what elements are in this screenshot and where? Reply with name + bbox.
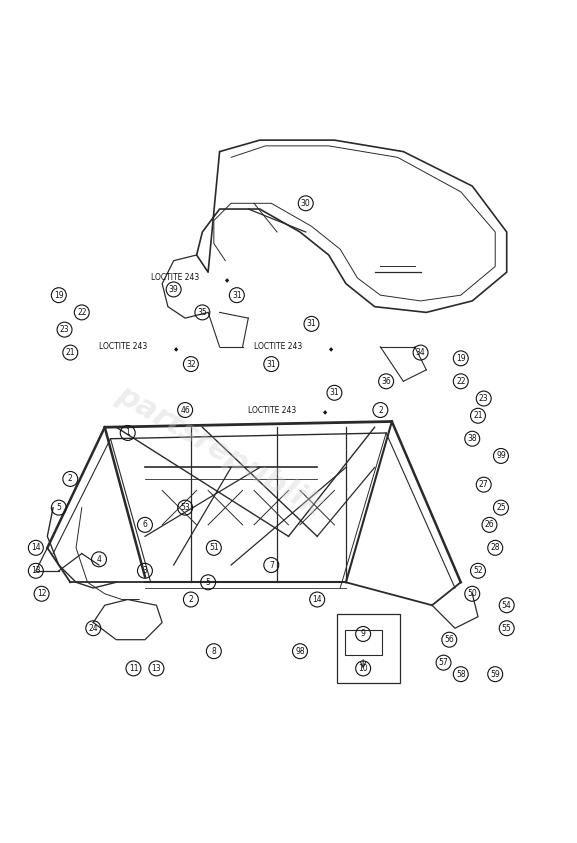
Text: 46: 46: [180, 405, 190, 415]
Text: LOCTITE 243: LOCTITE 243: [151, 273, 199, 282]
Text: 56: 56: [444, 636, 454, 644]
Text: 6: 6: [143, 520, 147, 529]
Text: 58: 58: [456, 669, 466, 679]
Text: 7: 7: [269, 561, 273, 570]
Text: 13: 13: [152, 664, 161, 673]
Text: 24: 24: [88, 624, 98, 633]
Text: 50: 50: [467, 589, 477, 599]
Text: 55: 55: [502, 624, 512, 633]
Text: 19: 19: [54, 291, 63, 299]
Text: 59: 59: [490, 669, 500, 679]
Text: 8: 8: [212, 647, 216, 656]
Text: 36: 36: [381, 377, 391, 386]
Text: 31: 31: [306, 319, 316, 329]
Text: 21: 21: [66, 348, 75, 357]
Text: 31: 31: [267, 360, 276, 368]
Text: 26: 26: [485, 520, 494, 529]
Text: ◆: ◆: [226, 278, 230, 283]
Text: 31: 31: [232, 291, 242, 299]
Text: 12: 12: [37, 589, 46, 599]
Text: 10: 10: [358, 664, 368, 673]
Text: 3: 3: [143, 566, 147, 575]
Text: 21: 21: [473, 411, 483, 421]
Text: 5: 5: [57, 503, 61, 513]
Text: 99: 99: [496, 452, 506, 460]
Text: 30: 30: [301, 199, 310, 207]
Text: 22: 22: [456, 377, 466, 386]
Text: 53: 53: [180, 503, 190, 513]
Text: 32: 32: [186, 360, 196, 368]
Text: LOCTITE 243: LOCTITE 243: [99, 342, 147, 352]
Text: 14: 14: [31, 544, 40, 552]
Text: 5: 5: [205, 577, 211, 587]
Text: 52: 52: [473, 566, 483, 575]
Text: 51: 51: [209, 544, 219, 552]
Text: 25: 25: [496, 503, 506, 513]
Text: 57: 57: [439, 658, 448, 667]
Text: 28: 28: [490, 544, 500, 552]
Text: ◆: ◆: [329, 347, 333, 352]
Text: 19: 19: [456, 354, 466, 362]
Text: 9: 9: [361, 630, 366, 638]
Text: 39: 39: [169, 285, 178, 294]
Text: 38: 38: [467, 434, 477, 443]
Text: 34: 34: [415, 348, 425, 357]
Text: partsrepublik: partsrepublik: [111, 379, 328, 521]
Text: 2: 2: [378, 405, 383, 415]
Text: 22: 22: [77, 308, 87, 317]
Text: 23: 23: [60, 325, 69, 334]
Text: 31: 31: [329, 389, 339, 397]
Text: LOCTITE 243: LOCTITE 243: [254, 342, 302, 352]
Text: 1: 1: [125, 428, 130, 438]
Text: 27: 27: [479, 481, 489, 489]
Text: 35: 35: [197, 308, 207, 317]
Text: 13: 13: [31, 566, 40, 575]
Text: 2: 2: [189, 595, 193, 604]
Text: 54: 54: [502, 601, 512, 609]
Text: LOCTITE 243: LOCTITE 243: [248, 405, 297, 415]
Text: 98: 98: [295, 647, 305, 656]
Text: 4: 4: [96, 555, 102, 564]
Text: ◆: ◆: [323, 411, 327, 416]
Text: 11: 11: [129, 664, 138, 673]
Text: 23: 23: [479, 394, 489, 403]
Text: 14: 14: [312, 595, 322, 604]
Text: ◆: ◆: [174, 347, 178, 352]
Text: 2: 2: [68, 475, 73, 483]
